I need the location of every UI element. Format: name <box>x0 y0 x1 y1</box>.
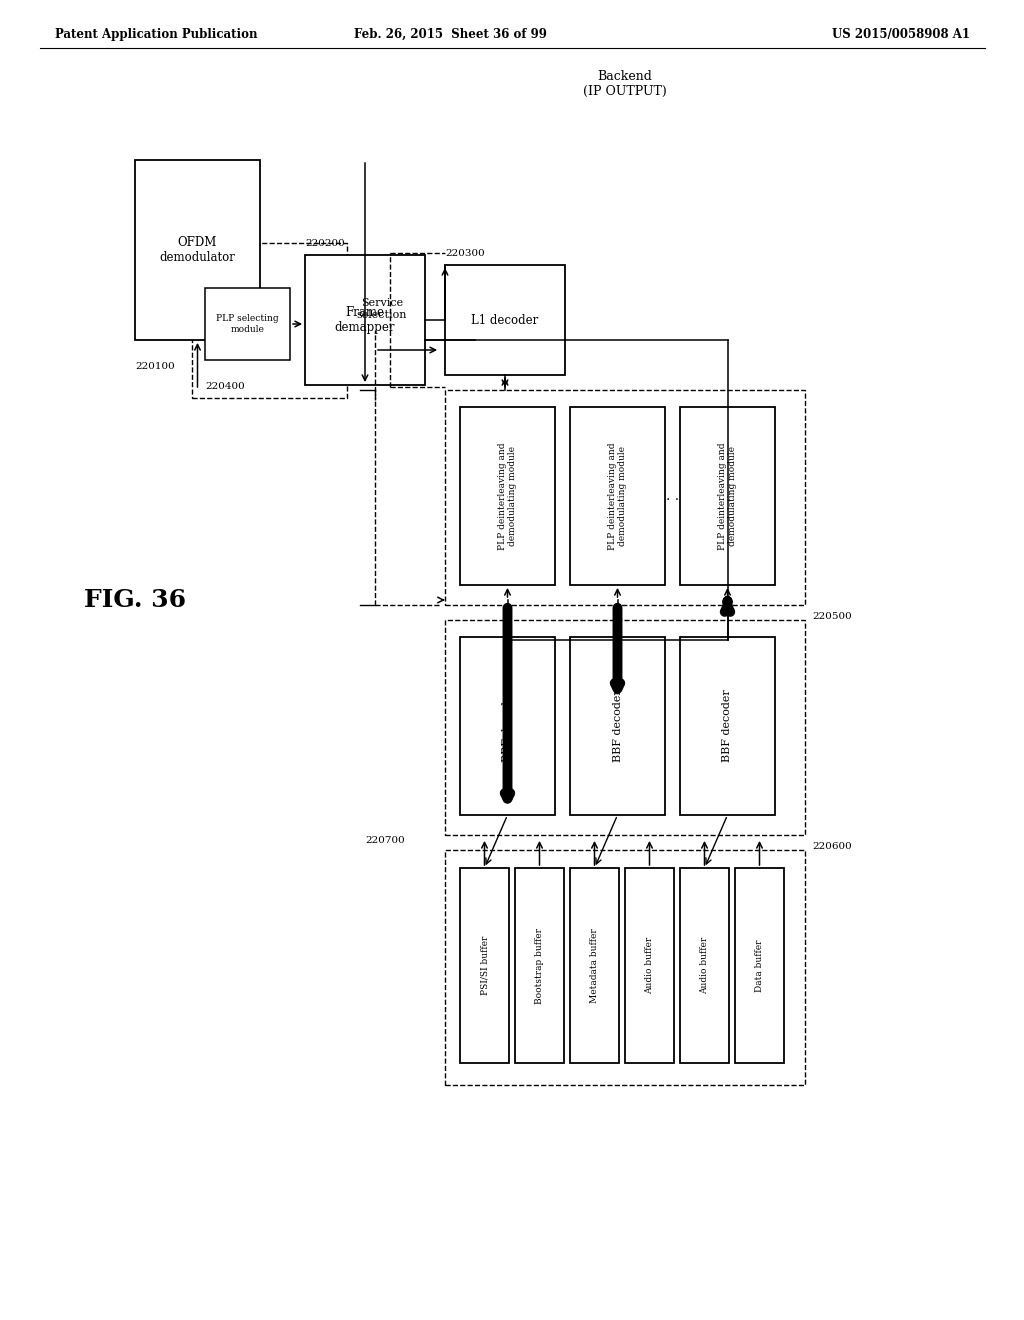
Bar <box>445 265 565 375</box>
Bar <box>445 389 805 605</box>
Text: L1 decoder: L1 decoder <box>471 314 539 326</box>
Bar <box>445 850 805 1085</box>
Text: . .: . . <box>666 488 679 503</box>
Text: Feb. 26, 2015  Sheet 36 of 99: Feb. 26, 2015 Sheet 36 of 99 <box>353 28 547 41</box>
Bar <box>570 407 665 585</box>
Bar <box>735 869 784 1063</box>
Text: OFDM
demodulator: OFDM demodulator <box>160 236 236 264</box>
Text: PLP deinterleaving and
demodulating module: PLP deinterleaving and demodulating modu… <box>718 442 737 549</box>
Text: Bootstrap buffer: Bootstrap buffer <box>535 928 544 1003</box>
Bar <box>570 869 618 1063</box>
Text: 220700: 220700 <box>365 836 404 845</box>
Text: Frame
demapper: Frame demapper <box>335 306 395 334</box>
Bar <box>445 620 805 836</box>
Text: 220600: 220600 <box>812 842 852 851</box>
Bar <box>680 869 729 1063</box>
Text: 220400: 220400 <box>205 381 245 391</box>
Bar <box>680 407 775 585</box>
Text: Metadata buffer: Metadata buffer <box>590 928 599 1003</box>
Text: Audio buffer: Audio buffer <box>645 937 654 994</box>
Text: Audio buffer: Audio buffer <box>700 937 709 994</box>
Text: PLP selecting
module: PLP selecting module <box>216 314 279 334</box>
Bar <box>625 869 674 1063</box>
Text: BBF decoder: BBF decoder <box>723 689 732 763</box>
Bar <box>460 638 555 814</box>
Bar <box>460 869 509 1063</box>
Bar <box>305 255 425 385</box>
Text: 220100: 220100 <box>135 362 175 371</box>
Text: US 2015/0058908 A1: US 2015/0058908 A1 <box>831 28 970 41</box>
Bar <box>515 869 564 1063</box>
Text: PLP deinterleaving and
demodulating module: PLP deinterleaving and demodulating modu… <box>608 442 628 549</box>
Bar <box>193 243 347 399</box>
Text: Backend
(IP OUTPUT): Backend (IP OUTPUT) <box>583 70 667 98</box>
Text: PLP deinterleaving and
demodulating module: PLP deinterleaving and demodulating modu… <box>498 442 517 549</box>
Bar <box>680 638 775 814</box>
Text: PSI/SI buffer: PSI/SI buffer <box>480 936 489 995</box>
Text: Patent Application Publication: Patent Application Publication <box>55 28 257 41</box>
Text: 220300: 220300 <box>445 249 484 257</box>
Text: 220200: 220200 <box>305 239 345 248</box>
Text: Service
selection: Service selection <box>356 298 408 319</box>
Text: 220500: 220500 <box>812 612 852 620</box>
Text: Data buffer: Data buffer <box>755 940 764 991</box>
Bar <box>135 160 260 341</box>
Bar <box>570 638 665 814</box>
Bar <box>460 407 555 585</box>
Text: FIG. 36: FIG. 36 <box>84 587 186 612</box>
Text: BBF decoder: BBF decoder <box>503 689 512 763</box>
Text: BBF decoder: BBF decoder <box>612 689 623 763</box>
Bar <box>205 288 290 360</box>
